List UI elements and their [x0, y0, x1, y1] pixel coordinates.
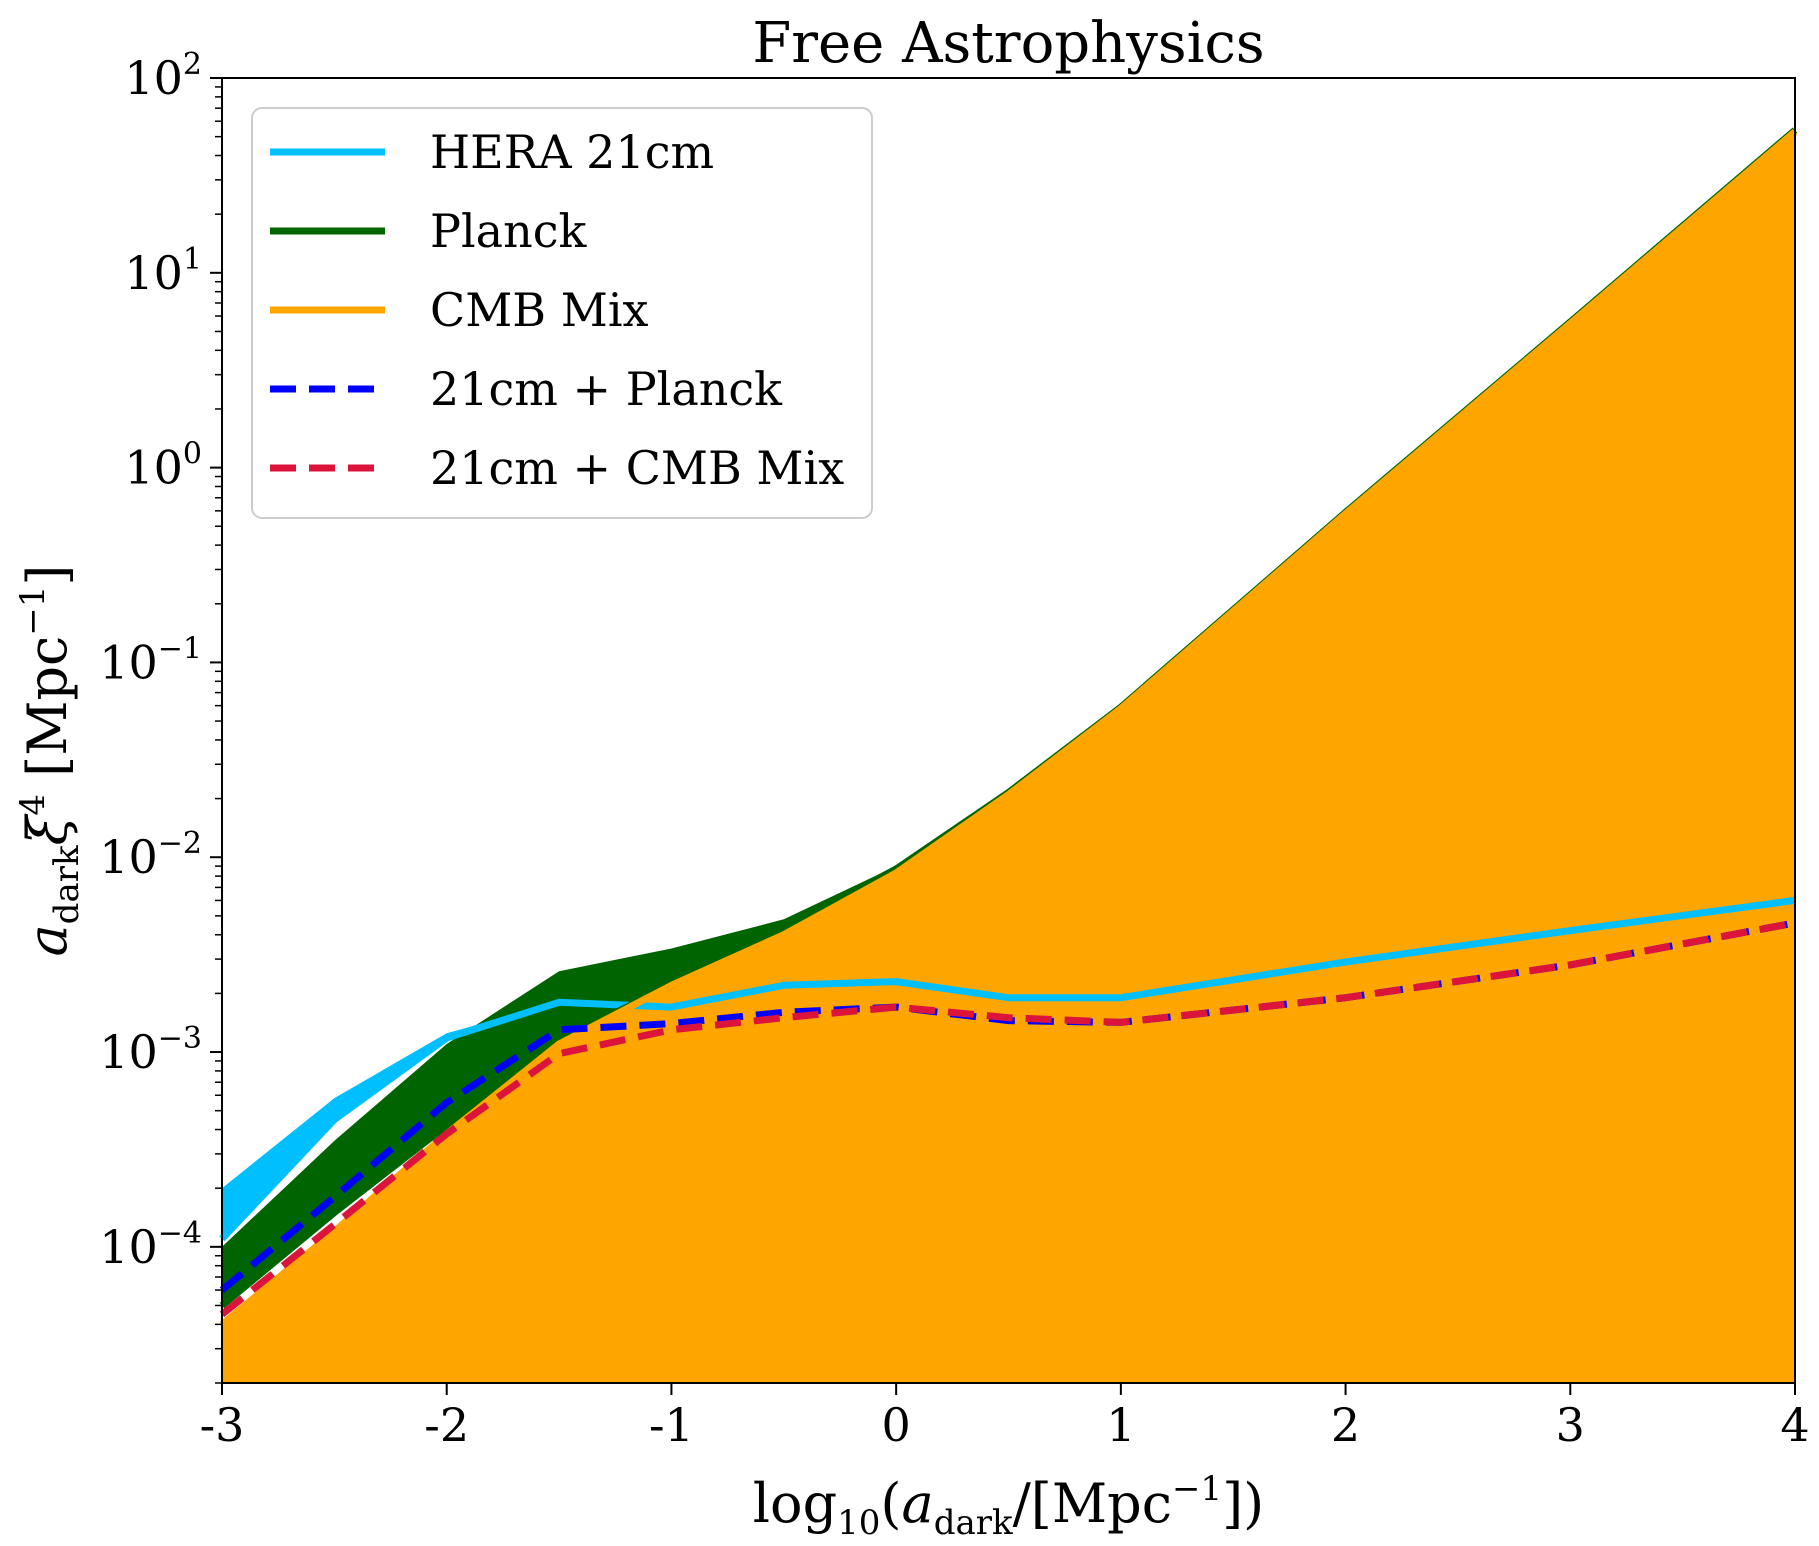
21cm-cmb-mix-line — [219, 919, 1796, 1318]
y-tick-label: 102 — [124, 47, 202, 105]
x-tick-label: 0 — [882, 1398, 911, 1452]
x-tick-label: 4 — [1780, 1398, 1809, 1452]
x-label-part: ( — [880, 1472, 901, 1535]
legend-label-hera-21cm: HERA 21cm — [430, 125, 714, 179]
y-axis-label: adarkξ4 [Mpc−1] — [13, 564, 87, 956]
legend: HERA 21cm Planck CMB Mix 21cm + Planck 21cm … — [251, 107, 873, 519]
cmb-mix-band — [222, 131, 1795, 1384]
x-tick-label: -1 — [649, 1398, 694, 1452]
series-layer — [219, 127, 1798, 1328]
y-tick-label: 10−2 — [99, 826, 202, 884]
hera-21cm-line — [219, 896, 1796, 1242]
y-label-part: ξ — [16, 813, 79, 845]
y-label-part: −1 — [13, 586, 53, 636]
x-label-part: −1 — [1172, 1469, 1222, 1509]
x-axis: -3 -2 -1 0 1 2 3 4 — [200, 1383, 1810, 1452]
x-tick-label: -2 — [424, 1398, 469, 1452]
y-axis: 10−4 10−3 10−2 10−1 100 101 102 — [99, 47, 222, 1384]
x-axis-label: log10(adark/[Mpc−1]) — [753, 1469, 1264, 1543]
legend-label-21cm-planck: 21cm + Planck — [430, 362, 783, 416]
x-tick-label: -3 — [200, 1398, 245, 1452]
y-label-part: dark — [47, 845, 87, 924]
x-label-part: ]) — [1222, 1472, 1264, 1535]
cmb-mix-line — [219, 129, 1798, 1328]
chart-title: Free Astrophysics — [752, 11, 1264, 76]
legend-label-cmb-mix: CMB Mix — [430, 283, 649, 337]
legend-label-planck: Planck — [430, 204, 587, 258]
x-tick-label: 1 — [1106, 1398, 1135, 1452]
x-label-part: log — [753, 1472, 837, 1535]
x-tick-label: 3 — [1556, 1398, 1585, 1452]
y-label-part: ] — [16, 564, 79, 585]
y-tick-label: 101 — [124, 242, 202, 300]
plot-frame — [221, 77, 1796, 1384]
y-tick-label: 100 — [124, 437, 202, 495]
y-label-part: [Mpc — [16, 636, 79, 794]
legend-box — [251, 107, 873, 519]
x-label-part: a — [901, 1472, 933, 1535]
y-tick-label: 10−1 — [99, 631, 202, 689]
x-label-part: 10 — [837, 1503, 880, 1543]
x-label-part: dark — [934, 1503, 1013, 1543]
y-label-part: a — [16, 924, 79, 956]
x-label-part: /[Mpc — [1013, 1472, 1172, 1535]
y-label-part: 4 — [13, 794, 53, 816]
legend-label-21cm-cmb-mix: 21cm + CMB Mix — [430, 441, 844, 495]
x-tick-label: 2 — [1331, 1398, 1360, 1452]
y-tick-label: 10−3 — [99, 1021, 202, 1079]
y-tick-label: 10−4 — [99, 1216, 202, 1274]
